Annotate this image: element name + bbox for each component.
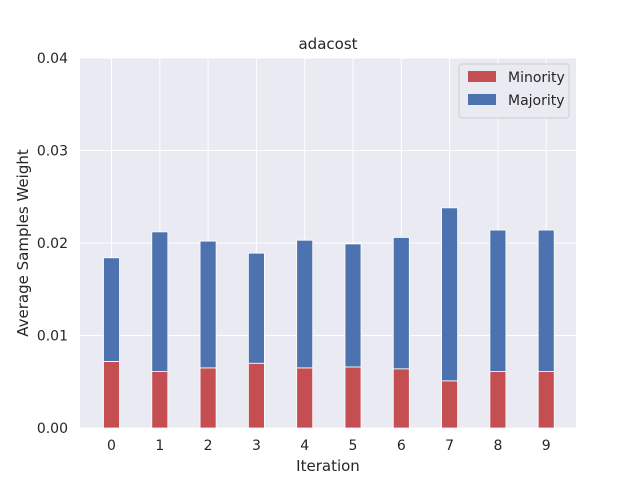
y-tick-label: 0.00 [37, 421, 68, 437]
bar-minority-2 [199, 367, 217, 429]
x-tick-label: 1 [155, 438, 164, 454]
bar-minority-0 [103, 360, 120, 429]
bar-majority-9 [537, 229, 555, 372]
bar-majority-8 [489, 229, 507, 372]
bar-minority-6 [392, 368, 410, 429]
bar-majority-2 [199, 240, 217, 369]
bar-minority-5 [344, 366, 362, 429]
bar-minority-7 [441, 380, 459, 429]
x-tick-label: 7 [445, 438, 454, 454]
y-tick-label: 0.03 [37, 144, 68, 160]
bar-minority-9 [537, 371, 555, 429]
bar-minority-3 [247, 362, 265, 429]
x-tick-label: 3 [252, 438, 261, 454]
legend: Minority Majority [458, 63, 570, 119]
x-tick-label: 9 [542, 438, 551, 454]
y-tick-label: 0.04 [37, 51, 68, 67]
x-tick-label: 5 [349, 438, 358, 454]
bar-majority-7 [441, 207, 459, 382]
y-tick-label: 0.02 [37, 236, 68, 252]
bar-majority-0 [103, 257, 120, 362]
chart-title: adacost [298, 35, 357, 53]
x-tick-label: 4 [300, 438, 309, 454]
x-tick-label: 0 [107, 438, 116, 454]
y-tick-labels: 0.00 0.01 0.02 0.03 0.04 [37, 51, 68, 437]
bar-minority-8 [489, 371, 507, 429]
y-axis-title: Average Samples Weight [14, 149, 32, 337]
legend-label-majority: Majority [508, 93, 565, 109]
bar-majority-3 [247, 252, 265, 364]
bar-minority-1 [151, 371, 169, 429]
y-tick-label: 0.01 [37, 329, 68, 345]
legend-label-minority: Minority [508, 70, 565, 86]
x-tick-labels: 0 1 2 3 4 5 6 7 8 9 [107, 438, 551, 454]
x-tick-label: 8 [493, 438, 502, 454]
bar-minority-4 [296, 367, 314, 429]
x-tick-label: 6 [397, 438, 406, 454]
legend-swatch-majority [468, 94, 496, 105]
x-tick-label: 2 [204, 438, 213, 454]
legend-swatch-minority [468, 71, 496, 82]
bar-majority-5 [344, 243, 362, 368]
bar-majority-6 [392, 237, 410, 370]
bars [103, 207, 555, 429]
bar-majority-4 [296, 239, 314, 369]
x-axis-title: Iteration [296, 457, 360, 475]
bar-majority-1 [151, 231, 169, 372]
